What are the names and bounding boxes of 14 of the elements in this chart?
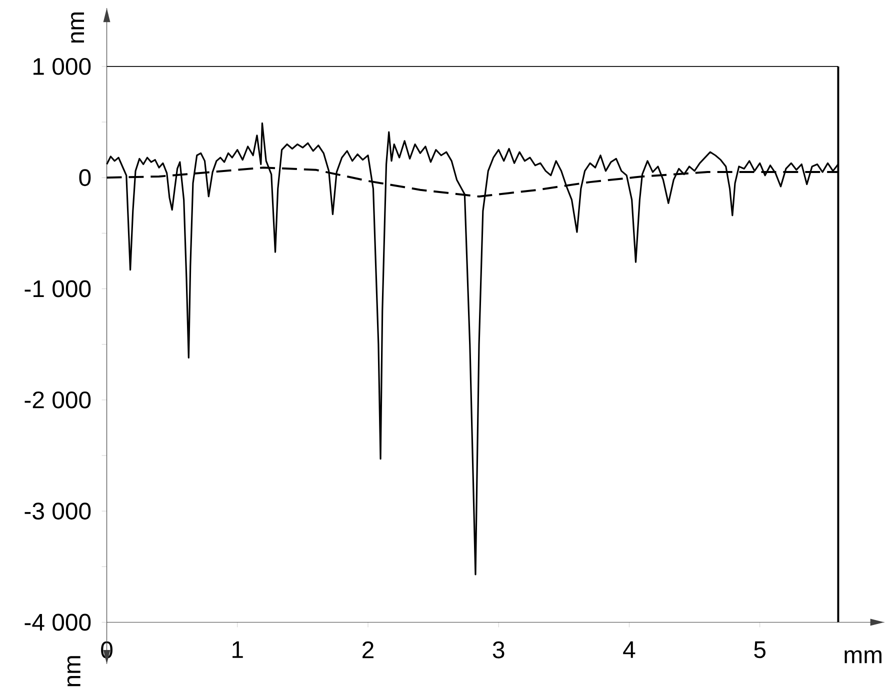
x-tick-label: 1 <box>232 642 243 658</box>
y-tick-label: 0 <box>79 169 91 186</box>
x-tick-label: 3 <box>492 642 504 658</box>
x-tick-label: 2 <box>362 642 374 658</box>
y-axis-title: nm <box>71 12 84 43</box>
x-tick-label: 5 <box>754 642 766 658</box>
y-tick-label: -3 000 <box>24 502 91 520</box>
y-tick-label: -2 000 <box>24 392 91 409</box>
x-tick-label: 4 <box>623 642 636 658</box>
text: nm <box>67 656 80 686</box>
x-axis-title: mm <box>844 650 882 664</box>
y-tick-label: -1 000 <box>24 280 91 298</box>
y-tick-label: -4 000 <box>24 614 91 631</box>
y-tick-label: 1 000 <box>34 58 91 76</box>
